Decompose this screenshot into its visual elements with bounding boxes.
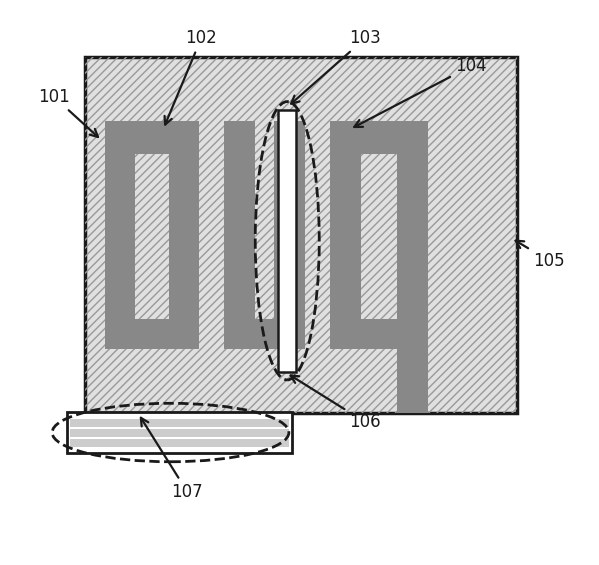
- Text: 102: 102: [165, 29, 217, 124]
- Text: 104: 104: [354, 57, 487, 127]
- Bar: [225, 121, 255, 154]
- Bar: [330, 121, 428, 154]
- Text: 107: 107: [141, 418, 203, 501]
- Bar: [274, 121, 305, 349]
- Bar: [105, 121, 199, 154]
- Bar: [69, 419, 289, 427]
- Bar: [274, 121, 305, 154]
- Text: 101: 101: [38, 88, 98, 137]
- Bar: [225, 319, 305, 349]
- Bar: [225, 121, 255, 349]
- Bar: [67, 412, 292, 453]
- Bar: [69, 429, 289, 437]
- Bar: [330, 121, 361, 349]
- Bar: [85, 57, 516, 414]
- Bar: [169, 121, 199, 349]
- Bar: [69, 439, 289, 447]
- Bar: [85, 57, 516, 414]
- Text: 106: 106: [291, 376, 381, 431]
- Text: 105: 105: [516, 241, 565, 270]
- Bar: [279, 110, 296, 372]
- Bar: [330, 319, 428, 349]
- Bar: [397, 349, 428, 414]
- Bar: [105, 319, 199, 349]
- Text: 103: 103: [291, 29, 382, 103]
- Bar: [105, 121, 135, 349]
- Bar: [397, 121, 428, 349]
